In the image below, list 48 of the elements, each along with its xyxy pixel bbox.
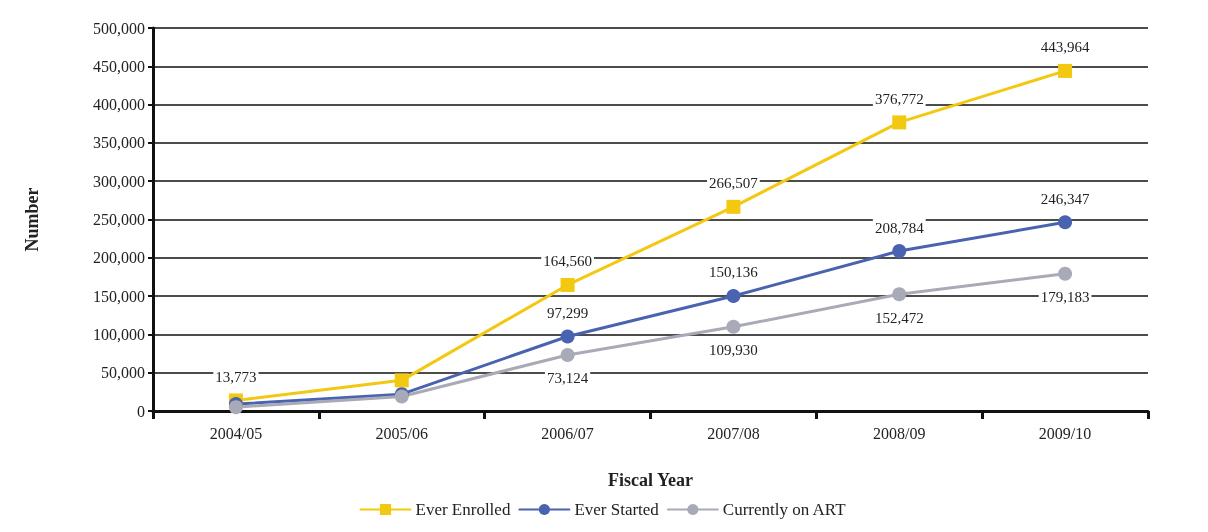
data-label: 152,472 bbox=[874, 309, 924, 326]
y-tick-label: 350,000 bbox=[93, 134, 145, 152]
point bbox=[394, 373, 409, 388]
point bbox=[560, 277, 575, 292]
y-tick-label: 300,000 bbox=[93, 172, 145, 190]
point bbox=[560, 329, 575, 344]
y-tick-label: 150,000 bbox=[93, 287, 145, 305]
point bbox=[1058, 63, 1073, 78]
data-label: 73,124 bbox=[546, 370, 589, 387]
y-tick-label: 400,000 bbox=[93, 96, 145, 114]
x-tick-label: 2009/10 bbox=[1038, 424, 1092, 442]
legend-label: Ever Started bbox=[574, 500, 660, 519]
y-axis-title: Number bbox=[22, 187, 42, 252]
x-tick-label: 2006/07 bbox=[541, 424, 594, 442]
data-label: 208,784 bbox=[874, 219, 925, 236]
point bbox=[726, 199, 741, 214]
legend-label: Currently on ART bbox=[722, 500, 847, 519]
point bbox=[892, 115, 907, 130]
point bbox=[1058, 266, 1073, 281]
x-tick-label: 2007/08 bbox=[707, 424, 760, 442]
y-tick-label: 250,000 bbox=[93, 211, 145, 228]
point bbox=[1058, 215, 1073, 230]
data-label: 109,930 bbox=[709, 342, 758, 359]
data-label: 376,772 bbox=[874, 90, 924, 107]
y-tick-label: 0 bbox=[137, 402, 145, 420]
y-tick-label: 100,000 bbox=[93, 325, 145, 343]
x-axis-title: Fiscal Year bbox=[608, 470, 693, 490]
x-tick-label: 2004/05 bbox=[209, 424, 263, 442]
point bbox=[726, 289, 741, 303]
data-label: 246,347 bbox=[1040, 190, 1090, 207]
point bbox=[560, 347, 575, 362]
x-tick-label: 2005/06 bbox=[375, 424, 428, 442]
data-label: 266,507 bbox=[709, 175, 759, 192]
data-label: 97,299 bbox=[546, 304, 589, 321]
y-tick-label: 450,000 bbox=[93, 57, 145, 75]
point bbox=[892, 287, 907, 302]
point bbox=[892, 244, 907, 259]
y-tick-label: 50,000 bbox=[101, 364, 145, 382]
data-label: 164,560 bbox=[543, 253, 592, 270]
data-label: 179,183 bbox=[1040, 289, 1090, 306]
legend-label: Ever Enrolled bbox=[415, 500, 511, 519]
x-tick-label: 2008/09 bbox=[873, 424, 926, 442]
y-tick-label: 200,000 bbox=[93, 249, 145, 267]
data-label: 13,773 bbox=[215, 368, 257, 385]
data-label: 443,964 bbox=[1040, 39, 1090, 56]
point bbox=[726, 319, 741, 334]
data-label: 150,136 bbox=[709, 264, 759, 281]
y-tick-label: 500,000 bbox=[93, 19, 145, 37]
